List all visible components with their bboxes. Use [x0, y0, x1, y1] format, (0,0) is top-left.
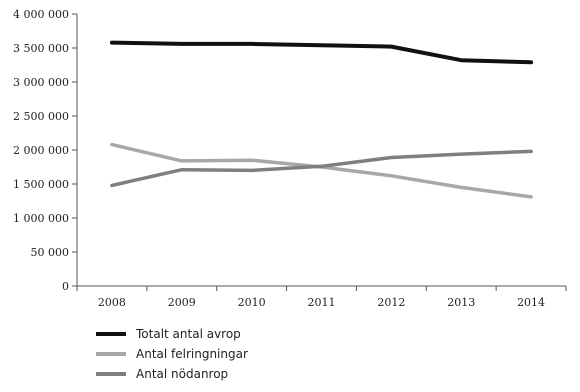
y-tick-label: 4 000 000: [13, 8, 69, 21]
x-tick-label: 2008: [98, 296, 126, 309]
x-tick-label: 2014: [517, 296, 545, 309]
y-tick-label: 2 000 000: [13, 144, 69, 157]
y-tick-label: 2 500 000: [13, 110, 69, 123]
legend: Totalt antal avrop Antal felringningar Ant…: [96, 327, 248, 381]
y-tick-label: 3 500 000: [13, 42, 69, 55]
y-tick-label: 0: [62, 280, 69, 293]
x-tick-label: 2010: [238, 296, 266, 309]
x-axis-ticks: 2008 2009 2010 2011 2012 2013 2014: [76, 286, 567, 309]
x-tick-label: 2013: [447, 296, 475, 309]
x-tick-label: 2012: [377, 296, 405, 309]
y-tick-label: 50 000: [31, 246, 70, 259]
y-tick-label: 1 500 000: [13, 178, 69, 191]
legend-label: Antal nödanrop: [136, 367, 228, 381]
x-tick-label: 2011: [308, 296, 336, 309]
y-axis-ticks: 0 50 000 1 000 000 1 500 000 2 000 000 2 500 …: [13, 8, 77, 293]
series-lines: [109, 40, 534, 199]
series-line-1: [109, 40, 534, 65]
legend-label: Antal felringningar: [136, 347, 248, 361]
x-tick-label: 2009: [168, 296, 196, 309]
series-line-3: [110, 149, 533, 188]
legend-label: Totalt antal avrop: [135, 327, 241, 341]
y-tick-label: 3 000 000: [13, 76, 69, 89]
y-tick-label: 1 000 000: [13, 212, 69, 225]
